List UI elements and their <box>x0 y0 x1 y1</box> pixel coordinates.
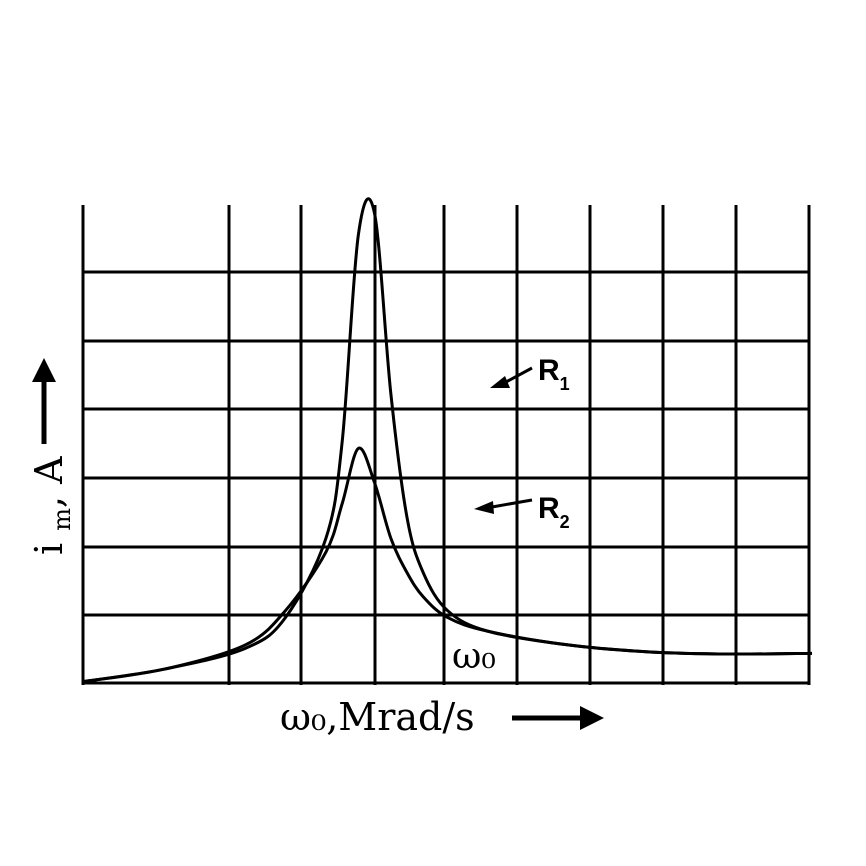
y-axis-label-rest: , A <box>27 456 71 508</box>
label-r2: R2 <box>474 492 570 532</box>
x-axis-arrow <box>512 706 604 730</box>
y-axis-label: i m, A <box>27 456 76 555</box>
svg-text:R1: R1 <box>538 354 570 394</box>
grid <box>81 205 811 685</box>
label-r2-sub: 2 <box>560 512 570 532</box>
label-r1-sub: 1 <box>560 374 570 394</box>
label-r2-main: R <box>538 492 560 525</box>
y-axis-label-sub: m <box>48 508 76 531</box>
peak-label: ω₀ <box>452 636 496 677</box>
y-axis-arrow <box>32 358 56 444</box>
curves <box>82 197 813 684</box>
label-r1: R1 <box>490 354 570 394</box>
x-axis-label: ω₀,Mrad/s <box>280 695 475 739</box>
svg-text:R2: R2 <box>538 492 570 532</box>
series-curve-2 <box>82 446 813 684</box>
label-r1-main: R <box>538 354 560 387</box>
